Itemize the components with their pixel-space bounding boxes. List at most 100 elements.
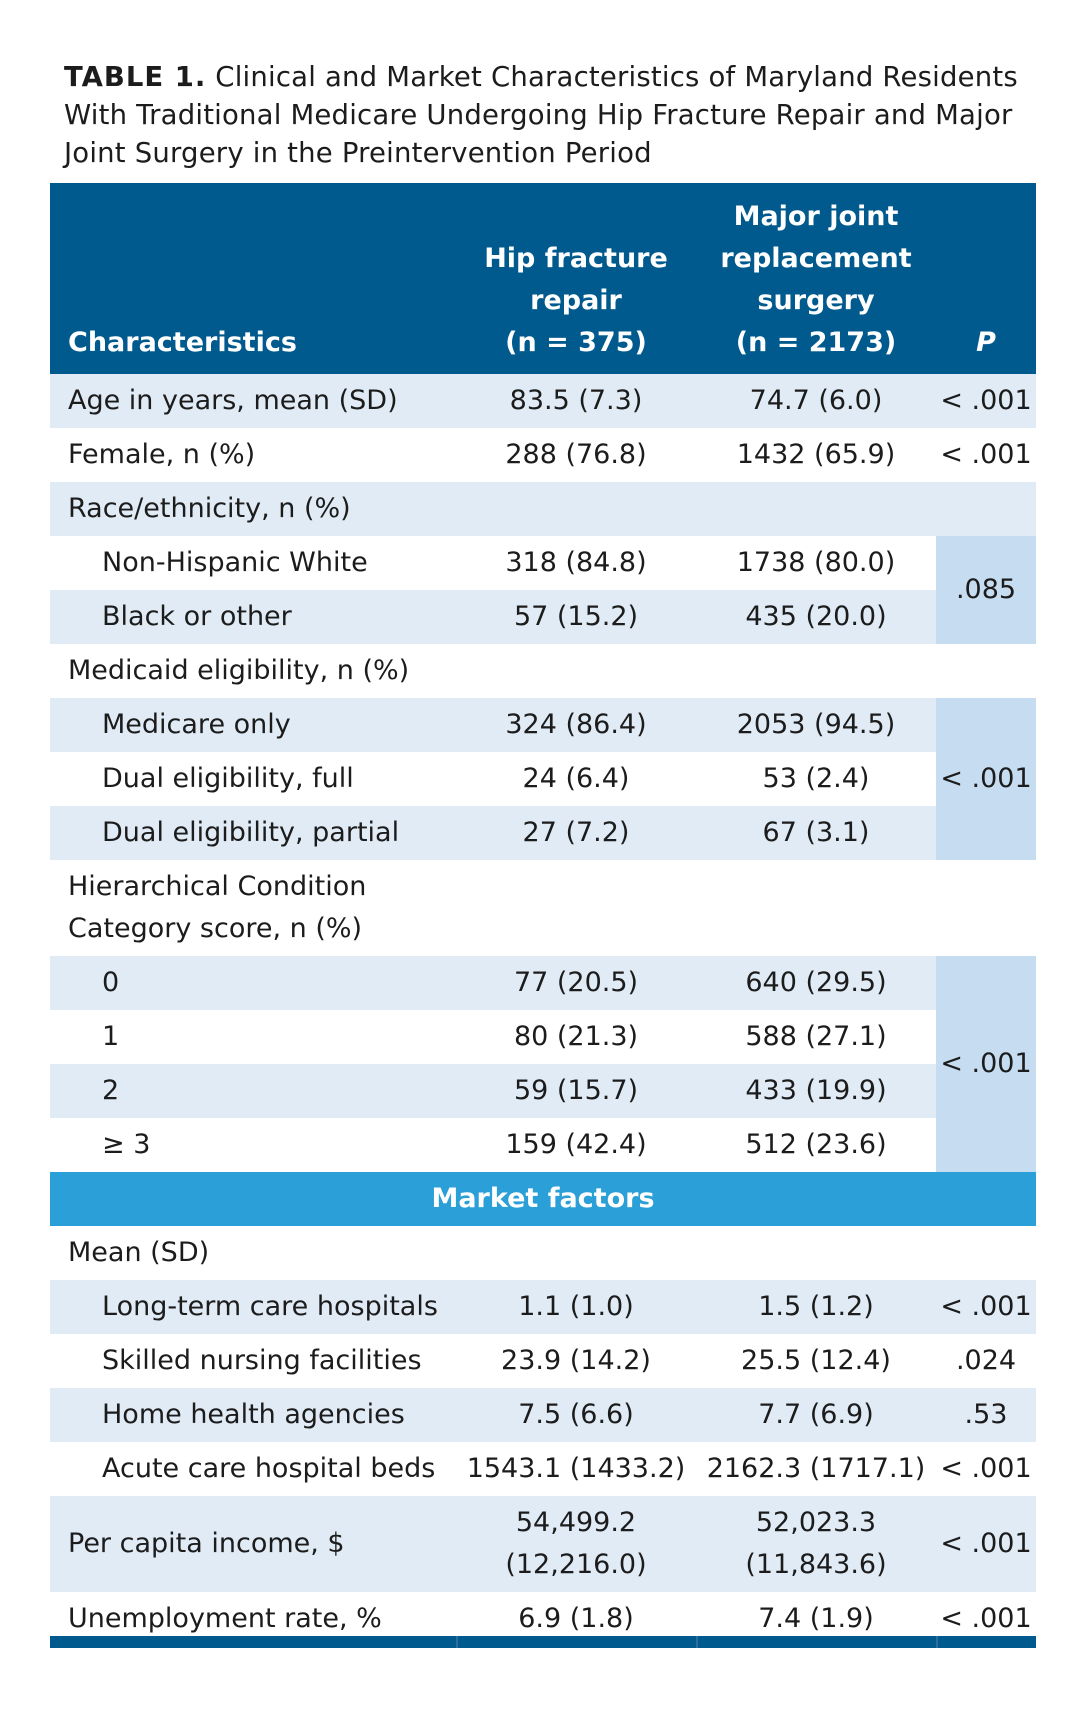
table-row: 2 59 (15.7) 433 (19.9) (50, 1064, 1036, 1118)
header-hip-fracture: Hip fracture repair (n = 375) (456, 183, 696, 374)
cell-joint: 1738 (80.0) (696, 536, 936, 590)
group-label: Hierarchical Condition Category score, n… (50, 860, 1036, 956)
row-label: Non-Hispanic White (50, 536, 456, 590)
group-label: Mean (SD) (50, 1226, 1036, 1280)
characteristics-table: Characteristics Hip fracture repair (n =… (50, 183, 1036, 1646)
table-row: Non-Hispanic White 318 (84.8) 1738 (80.0… (50, 536, 1036, 644)
group-label-line: Category score, n (%) (68, 913, 363, 944)
cell-joint: 588 (27.1) (696, 1010, 936, 1064)
cell-hip: 1543.1 (1433.2) (456, 1442, 696, 1496)
section-market-factors: Market factors (50, 1172, 1036, 1226)
row-label: Female, n (%) (50, 428, 456, 482)
cell-hip: 288 (76.8) (456, 428, 696, 482)
header-major-joint: Major joint replacement surgery (n = 217… (696, 183, 936, 374)
row-label: ≥ 3 (50, 1118, 456, 1172)
row-label: Acute care hospital beds (50, 1442, 456, 1496)
row-label: Per capita income, $ (50, 1496, 456, 1592)
cell-hip: 27 (7.2) (456, 806, 696, 860)
table-row: Medicaid eligibility, n (%) (50, 644, 1036, 698)
cell-hip: 1.1 (1.0) (456, 1280, 696, 1334)
row-label: Long-term care hospitals (50, 1280, 456, 1334)
cell-joint: 640 (29.5) (696, 956, 936, 1010)
header-hip-line: repair (530, 285, 622, 316)
cell-p: < .001 (936, 428, 1036, 482)
cell-hip: 7.5 (6.6) (456, 1388, 696, 1442)
row-label: Dual eligibility, full (50, 752, 456, 806)
table-row: Black or other 57 (15.2) 435 (20.0) (50, 590, 1036, 644)
cell-p: < .001 (936, 374, 1036, 428)
table-row: Dual eligibility, partial 27 (7.2) 67 (3… (50, 806, 1036, 860)
table-row: Dual eligibility, full 24 (6.4) 53 (2.4) (50, 752, 1036, 806)
group-label-line: Hierarchical Condition (68, 871, 367, 902)
cell-p: < .001 (936, 1496, 1036, 1592)
group-label: Race/ethnicity, n (%) (50, 482, 1036, 536)
table-row: 0 77 (20.5) 640 (29.5) < .001 (50, 956, 1036, 1172)
header-joint-line: surgery (757, 285, 875, 316)
cell-line: (12,216.0) (505, 1549, 647, 1580)
cell-joint: 7.7 (6.9) (696, 1388, 936, 1442)
cell-p-group: .085 (936, 536, 1036, 644)
cell-p-group: < .001 (936, 698, 1036, 860)
rule-separator (936, 1636, 938, 1648)
row-label: Medicare only (50, 698, 456, 752)
rule-separator (696, 1636, 698, 1648)
table-row: Long-term care hospitals 1.1 (1.0) 1.5 (… (50, 1280, 1036, 1334)
table-row: Acute care hospital beds 1543.1 (1433.2)… (50, 1442, 1036, 1496)
row-label: Dual eligibility, partial (50, 806, 456, 860)
table-row: Medicare only 324 (86.4) 2053 (94.5) < .… (50, 698, 1036, 860)
table-row: 1 80 (21.3) 588 (27.1) (50, 1010, 1036, 1064)
cell-hip: 80 (21.3) (456, 1010, 696, 1064)
table-row: Skilled nursing facilities 23.9 (14.2) 2… (50, 1334, 1036, 1388)
cell-joint: 2053 (94.5) (696, 698, 936, 752)
row-label: 0 (50, 956, 456, 1010)
cell-joint: 25.5 (12.4) (696, 1334, 936, 1388)
cell-hip: 54,499.2 (12,216.0) (456, 1496, 696, 1592)
cell-line: 54,499.2 (515, 1507, 637, 1538)
row-label: Black or other (50, 590, 456, 644)
cell-hip: 57 (15.2) (456, 590, 696, 644)
table-bottom-rule (50, 1636, 1036, 1648)
cell-hip: 159 (42.4) (456, 1118, 696, 1172)
table-row: Per capita income, $ 54,499.2 (12,216.0)… (50, 1496, 1036, 1592)
cell-hip: 318 (84.8) (456, 536, 696, 590)
cell-hip: 24 (6.4) (456, 752, 696, 806)
header-row: Characteristics Hip fracture repair (n =… (50, 183, 1036, 374)
cell-p: < .001 (936, 1442, 1036, 1496)
cell-hip: 83.5 (7.3) (456, 374, 696, 428)
cell-hip: 77 (20.5) (456, 956, 696, 1010)
header-hip-line: (n = 375) (505, 327, 647, 358)
cell-hip: 59 (15.7) (456, 1064, 696, 1118)
cell-p: < .001 (936, 1280, 1036, 1334)
cell-joint: 74.7 (6.0) (696, 374, 936, 428)
group-label: Medicaid eligibility, n (%) (50, 644, 1036, 698)
cell-p-group: < .001 (936, 956, 1036, 1172)
header-joint-line: Major joint (733, 201, 899, 232)
table-row: Age in years, mean (SD) 83.5 (7.3) 74.7 … (50, 374, 1036, 428)
row-label: 2 (50, 1064, 456, 1118)
header-joint-line: replacement (720, 243, 912, 274)
cell-joint: 512 (23.6) (696, 1118, 936, 1172)
cell-p: .53 (936, 1388, 1036, 1442)
cell-hip: 23.9 (14.2) (456, 1334, 696, 1388)
table-row: Mean (SD) (50, 1226, 1036, 1280)
header-p: P (936, 183, 1036, 374)
header-hip-line: Hip fracture (484, 243, 668, 274)
table-caption: TABLE 1. Clinical and Market Characteris… (64, 58, 1024, 172)
header-joint-line: (n = 2173) (735, 327, 897, 358)
row-label: Skilled nursing facilities (50, 1334, 456, 1388)
header-characteristics: Characteristics (50, 183, 456, 374)
rule-separator (456, 1636, 458, 1648)
caption-label: TABLE 1. (64, 61, 207, 93)
cell-joint: 52,023.3 (11,843.6) (696, 1496, 936, 1592)
cell-joint: 2162.3 (1717.1) (696, 1442, 936, 1496)
cell-joint: 53 (2.4) (696, 752, 936, 806)
cell-line: 52,023.3 (755, 1507, 877, 1538)
table-row: Hierarchical Condition Category score, n… (50, 860, 1036, 956)
cell-joint: 1432 (65.9) (696, 428, 936, 482)
cell-joint: 67 (3.1) (696, 806, 936, 860)
table-row: ≥ 3 159 (42.4) 512 (23.6) (50, 1118, 1036, 1172)
cell-line: (11,843.6) (745, 1549, 887, 1580)
cell-joint: 1.5 (1.2) (696, 1280, 936, 1334)
row-label: Home health agencies (50, 1388, 456, 1442)
cell-p: .024 (936, 1334, 1036, 1388)
